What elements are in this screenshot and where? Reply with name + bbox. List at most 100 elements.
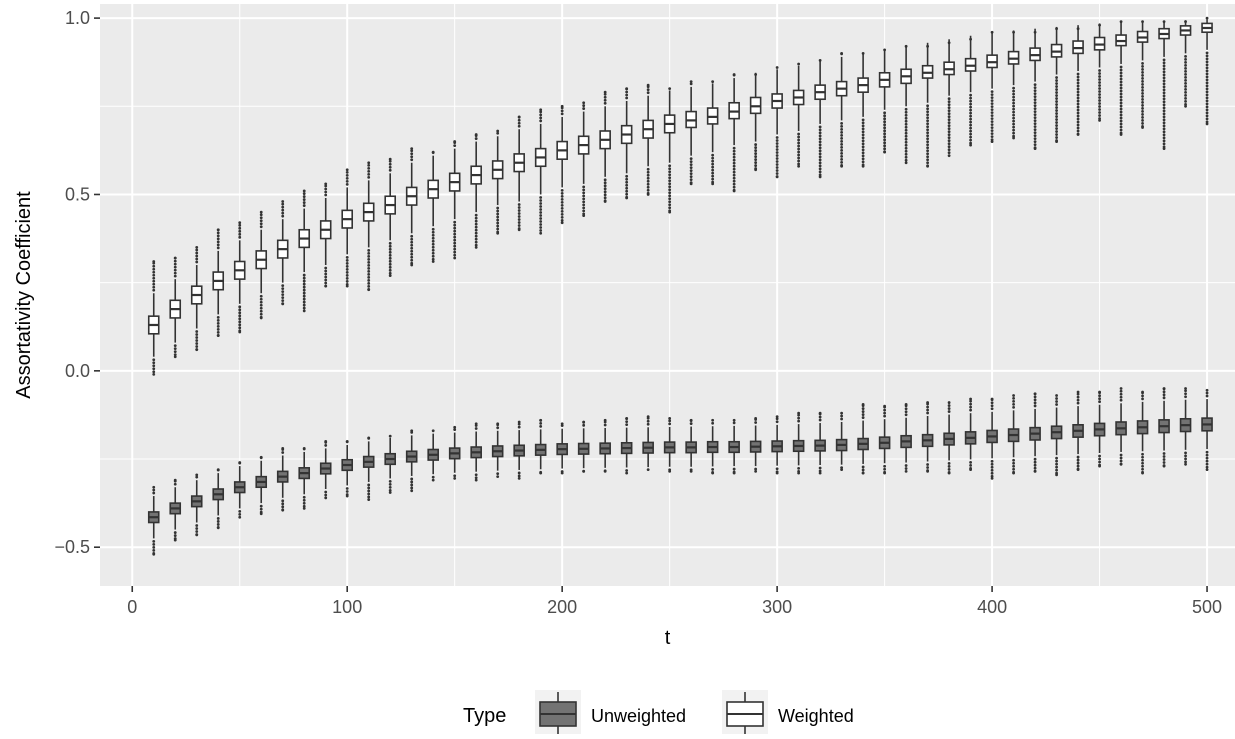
outlier-points	[582, 101, 586, 218]
x-tick-label: 200	[547, 597, 577, 617]
outlier-point	[560, 201, 564, 204]
outlier-point	[1119, 20, 1123, 24]
outlier-point	[1033, 104, 1037, 107]
box	[448, 140, 461, 260]
outlier-points	[625, 87, 629, 200]
outlier-points	[603, 418, 607, 473]
outlier-point	[904, 410, 908, 414]
outlier-point	[1141, 471, 1144, 475]
outlier-point	[367, 492, 371, 496]
outlier-point	[732, 73, 736, 76]
outlier-point	[1119, 133, 1123, 136]
outlier-point	[453, 425, 457, 429]
outlier-point	[883, 414, 887, 418]
outlier-point	[1141, 98, 1144, 101]
outlier-point	[216, 240, 220, 244]
outlier-point	[1055, 403, 1058, 406]
outlier-point	[1119, 459, 1123, 463]
outlier-point	[1119, 122, 1123, 126]
outlier-point	[797, 419, 801, 423]
outlier-point	[1033, 98, 1037, 101]
box	[1136, 390, 1149, 475]
outlier-point	[904, 113, 908, 117]
outlier-point	[388, 274, 392, 277]
outlier-point	[560, 213, 564, 216]
outlier-point	[388, 244, 392, 248]
outlier-point	[947, 148, 951, 152]
outlier-point	[883, 135, 887, 139]
outlier-points	[797, 411, 801, 475]
box	[147, 485, 160, 556]
outlier-point	[840, 155, 844, 158]
outlier-point	[818, 125, 822, 129]
outlier-points	[281, 200, 285, 306]
outlier-point	[1012, 136, 1015, 140]
outlier-point	[238, 232, 242, 236]
outlier-point	[732, 182, 736, 186]
outlier-point	[216, 517, 220, 520]
outlier-point	[1184, 460, 1187, 464]
outlier-point	[1098, 108, 1101, 111]
outlier-point	[990, 132, 994, 136]
box	[298, 189, 311, 313]
outlier-point	[388, 434, 392, 438]
outlier-point	[646, 179, 650, 183]
outlier-point	[539, 116, 543, 120]
outlier-point	[840, 140, 844, 143]
outlier-point	[926, 104, 930, 108]
outlier-point	[1033, 86, 1037, 89]
outlier-point	[367, 278, 371, 282]
outlier-points	[668, 87, 672, 214]
outlier-point	[1119, 398, 1123, 402]
outlier-point	[603, 190, 607, 194]
outlier-point	[195, 342, 199, 345]
outlier-point	[818, 161, 822, 165]
outlier-point	[926, 411, 930, 415]
outlier-point	[1184, 90, 1187, 94]
outlier-point	[216, 325, 220, 328]
outlier-point	[732, 170, 736, 174]
outlier-point	[173, 531, 177, 534]
outlier-point	[1141, 71, 1144, 74]
outlier-point	[625, 469, 629, 472]
outlier-point	[861, 139, 865, 143]
outlier-point	[173, 256, 177, 260]
outlier-point	[173, 350, 177, 354]
outlier-point	[1119, 92, 1123, 96]
outlier-point	[281, 508, 285, 512]
outlier-point	[324, 493, 328, 497]
outlier-point	[818, 164, 822, 168]
outlier-point	[410, 246, 414, 250]
outlier-point	[560, 422, 564, 426]
outlier-point	[1098, 397, 1101, 401]
outlier-point	[840, 149, 844, 152]
outlier-point	[732, 176, 736, 180]
box	[427, 429, 439, 482]
outlier-point	[1098, 457, 1101, 461]
outlier-point	[302, 297, 306, 301]
outlier-point	[668, 191, 672, 195]
outlier-point	[625, 192, 629, 196]
outlier-point	[560, 424, 564, 428]
box	[491, 129, 504, 235]
outlier-point	[904, 152, 908, 156]
outlier-point	[1162, 387, 1166, 390]
box	[405, 147, 418, 267]
outlier-point	[883, 123, 887, 127]
outlier-point	[1012, 104, 1015, 108]
outlier-point	[883, 129, 887, 133]
x-axis-label: t	[665, 627, 671, 649]
outlier-point	[861, 410, 865, 413]
outlier-point	[711, 168, 715, 172]
outlier-point	[539, 471, 543, 475]
outlier-point	[388, 483, 392, 486]
outlier-point	[1033, 92, 1037, 95]
outlier-point	[775, 148, 779, 151]
outlier-point	[904, 464, 908, 467]
outlier-point	[1162, 147, 1166, 151]
outlier-point	[947, 401, 951, 404]
outlier-point	[947, 462, 951, 465]
outlier-point	[926, 134, 930, 138]
outlier-point	[367, 172, 371, 176]
outlier-point	[302, 204, 306, 207]
